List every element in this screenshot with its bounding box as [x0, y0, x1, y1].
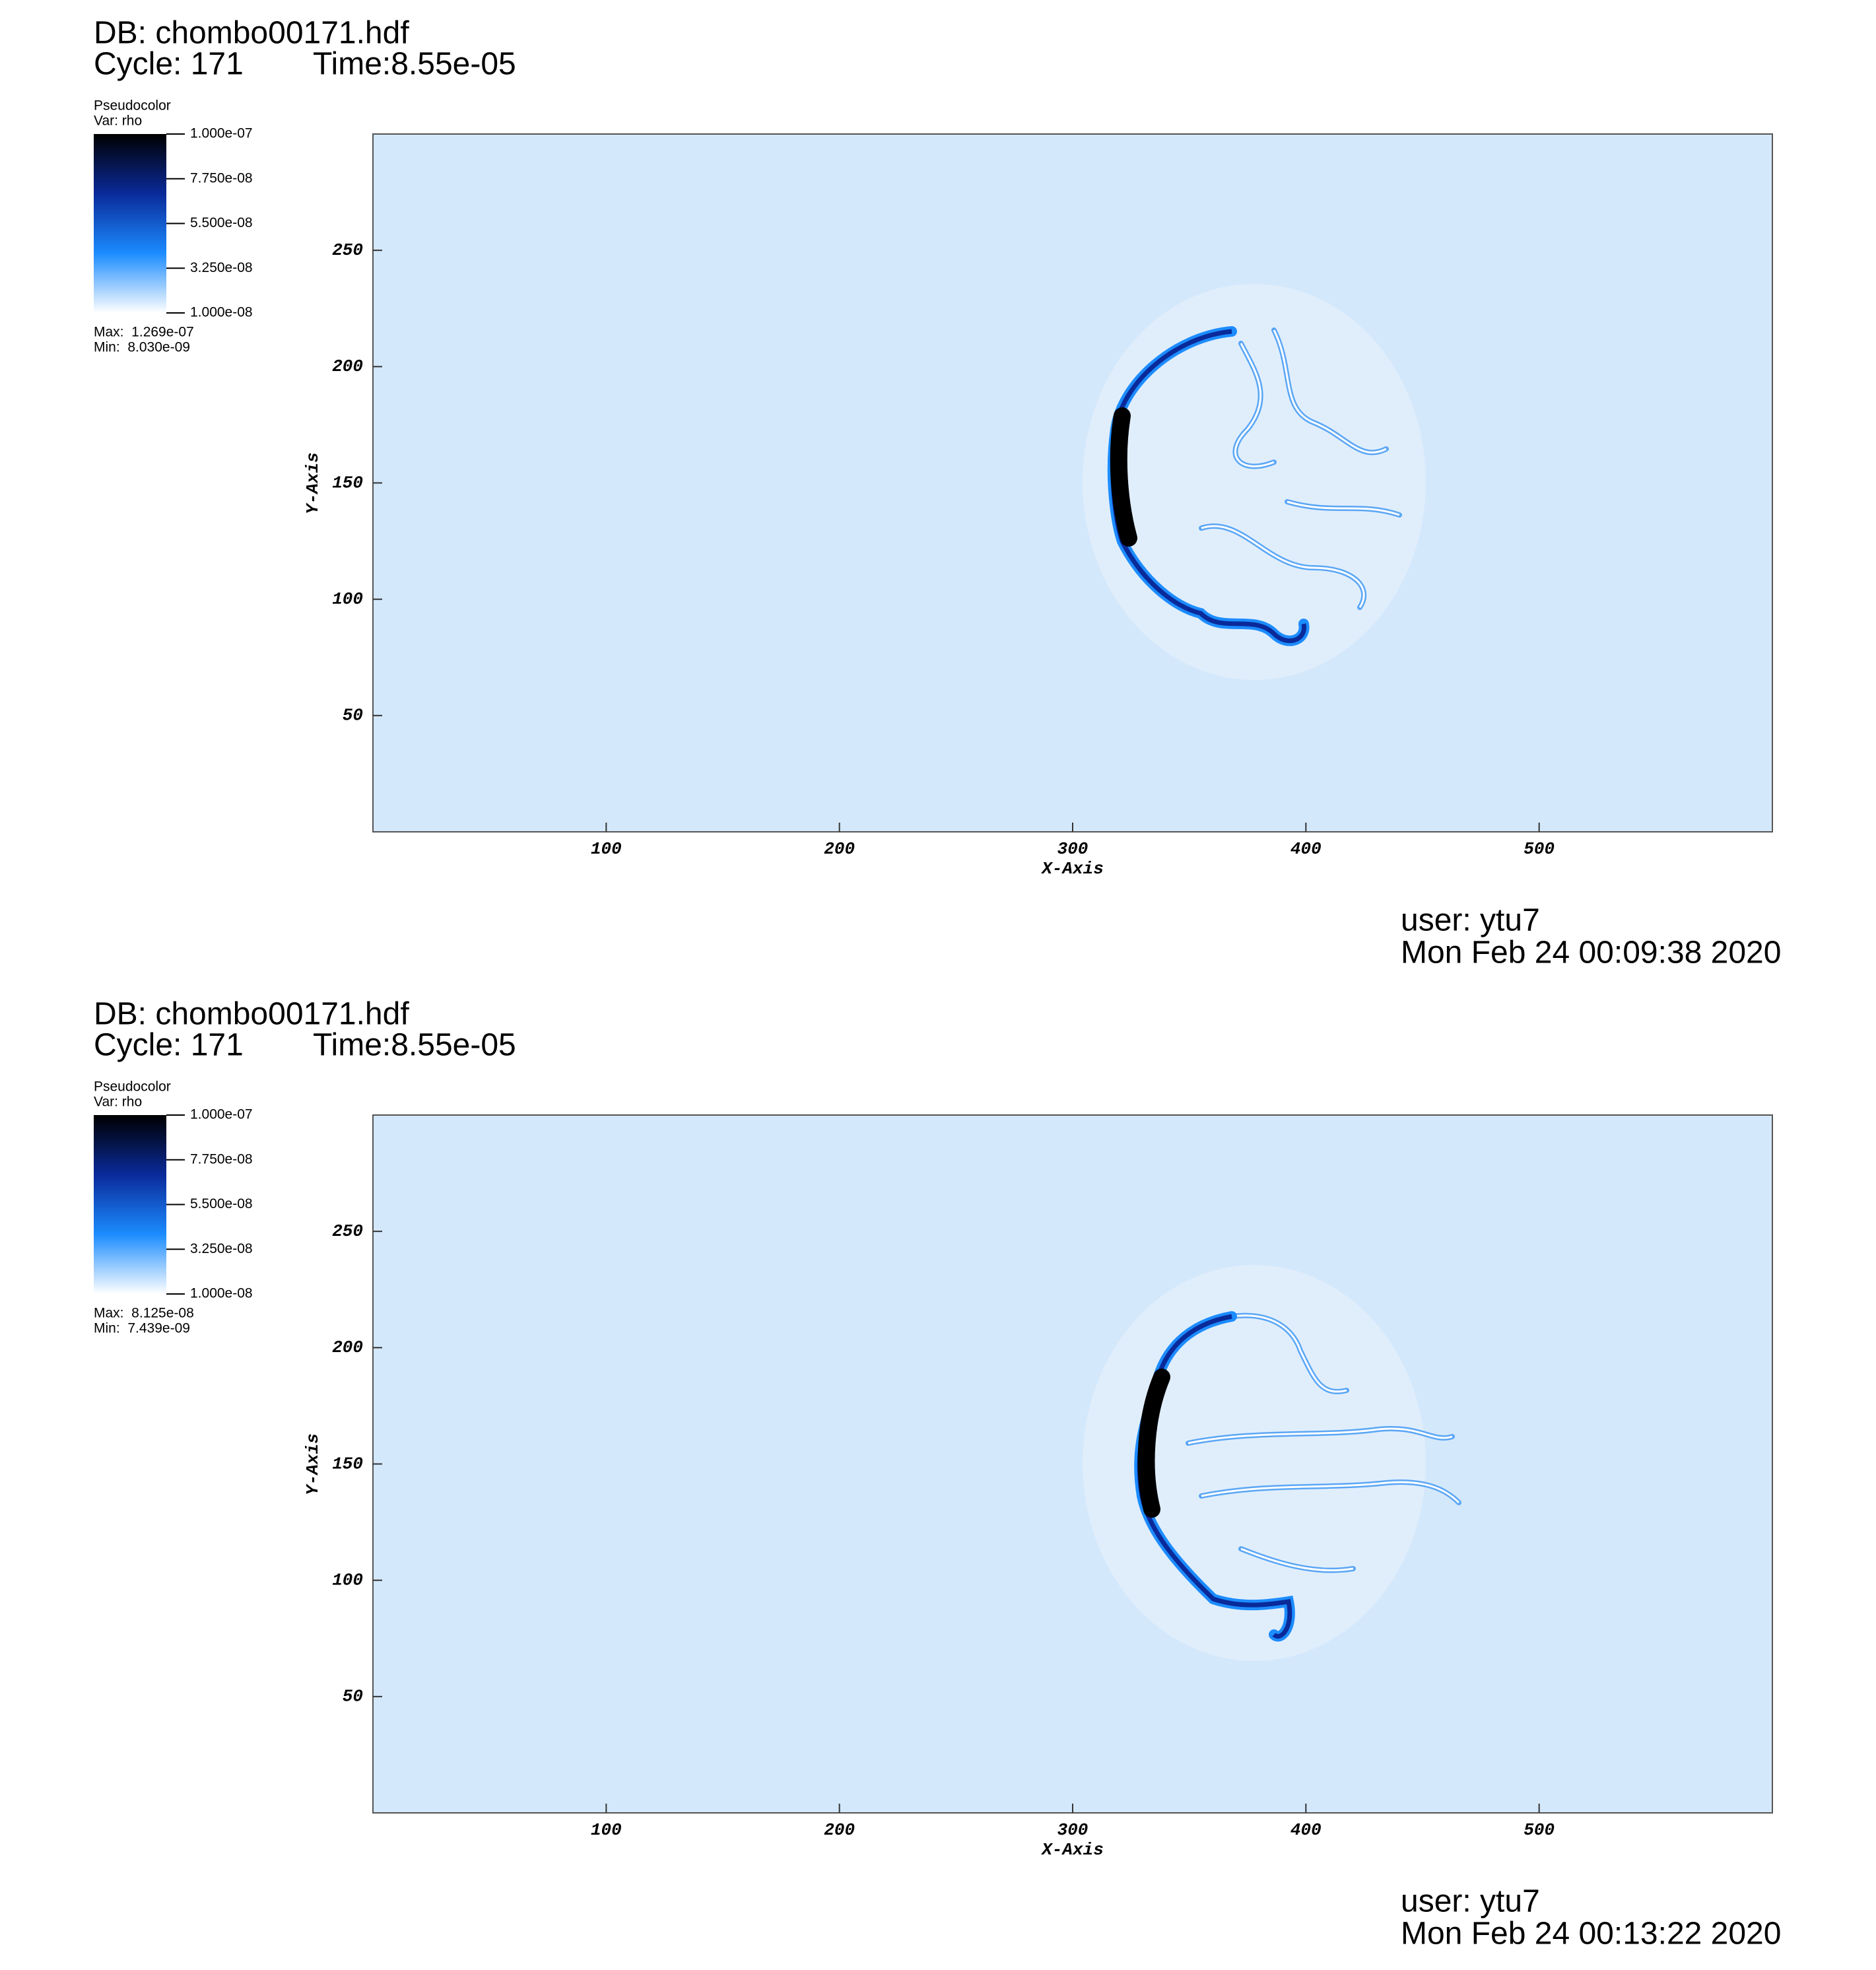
y-tick-label: 100: [332, 1571, 363, 1590]
variable: Var: rho: [94, 1095, 142, 1110]
y-tick-label: 250: [332, 1221, 363, 1241]
y-tick-label: 200: [332, 357, 363, 376]
colorbar-tick-label: 3.250e-08: [190, 260, 253, 275]
flow-structure: [1083, 1265, 1461, 1661]
x-tick-label: 300: [1057, 1820, 1089, 1840]
colorbar-tick-label: 5.500e-08: [190, 1196, 253, 1211]
flow-structure: [1083, 284, 1426, 680]
cycle: Cycle: 171: [94, 1028, 244, 1063]
cycle: Cycle: 171: [94, 47, 244, 82]
y-tick-label: 150: [332, 1454, 363, 1474]
field: [373, 1115, 1772, 1813]
colorbar: [94, 134, 166, 313]
swirl-core: [1273, 329, 1387, 454]
x-tick-label: 100: [591, 1820, 622, 1840]
colorbar-tick-label: 1.000e-08: [190, 1286, 253, 1301]
user: user: ytu7: [1401, 1884, 1540, 1919]
max: Max: 8.125e-08: [94, 1306, 194, 1321]
x-tick-label: 200: [824, 839, 855, 859]
y-tick-label: 200: [332, 1338, 363, 1357]
x-tick-label: 100: [591, 839, 622, 859]
variable: Var: rho: [94, 114, 142, 129]
legend-title: Pseudocolor: [94, 1079, 171, 1095]
time: Time:8.55e-05: [313, 1028, 516, 1063]
x-axis-label: X-Axis: [1040, 1840, 1104, 1860]
user: user: ytu7: [1401, 903, 1540, 938]
colorbar-tick-label: 5.500e-08: [190, 215, 253, 230]
x-axis-label: X-Axis: [1040, 859, 1104, 879]
swirl-core: [1231, 1314, 1347, 1393]
min: Min: 8.030e-09: [94, 340, 190, 355]
legend-title: Pseudocolor: [94, 98, 171, 114]
colorbar-tick-label: 1.000e-07: [190, 1107, 253, 1122]
date: Mon Feb 24 00:09:38 2020: [1401, 935, 1781, 970]
swirl-core: [1287, 500, 1400, 516]
colorbar-tick-label: 7.750e-08: [190, 1151, 253, 1167]
x-tick-label: 500: [1524, 1820, 1555, 1840]
front-dense: [1110, 407, 1137, 547]
x-tick-label: 400: [1290, 1820, 1322, 1840]
date: Mon Feb 24 00:13:22 2020: [1401, 1917, 1781, 1952]
colorbar-tick-label: 1.000e-07: [190, 126, 253, 141]
x-tick-label: 300: [1057, 839, 1089, 859]
x-tick-label: 500: [1524, 839, 1555, 859]
x-tick-label: 200: [824, 1820, 855, 1840]
y-tick-label: 50: [343, 706, 363, 726]
database: DB: chombo00171.hdf: [94, 16, 409, 51]
y-tick-label: 100: [332, 590, 363, 609]
swirl-core: [1240, 1547, 1354, 1572]
swirl-core: [1234, 343, 1275, 467]
y-axis-label: Y-Axis: [303, 1433, 323, 1495]
colorbar-tick-label: 3.250e-08: [190, 1241, 253, 1256]
colorbar: [94, 1115, 166, 1294]
max: Max: 1.269e-07: [94, 325, 194, 340]
database: DB: chombo00171.hdf: [94, 997, 409, 1032]
wake: [1083, 284, 1426, 680]
min: Min: 7.439e-09: [94, 1321, 190, 1336]
x-tick-label: 400: [1290, 839, 1322, 859]
y-tick-label: 150: [332, 473, 363, 493]
time: Time:8.55e-05: [313, 47, 516, 82]
colorbar-tick-label: 7.750e-08: [190, 170, 253, 186]
field: [373, 134, 1772, 832]
y-tick-label: 250: [332, 240, 363, 260]
y-tick-label: 50: [343, 1687, 363, 1707]
swirl-core: [1201, 1481, 1460, 1504]
front-core: [1110, 329, 1306, 644]
swirl-core: [1188, 1427, 1453, 1444]
y-axis-label: Y-Axis: [303, 452, 323, 514]
swirl-core: [1201, 525, 1365, 608]
front-core: [1137, 1314, 1292, 1639]
front-dense: [1137, 1369, 1170, 1518]
colorbar-tick-label: 1.000e-08: [190, 305, 253, 320]
